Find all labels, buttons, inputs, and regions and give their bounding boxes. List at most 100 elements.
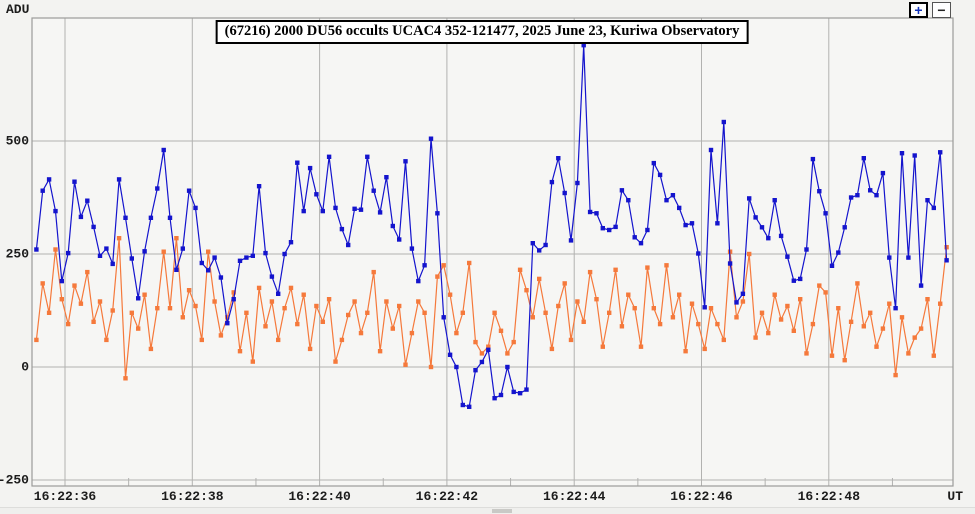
target-star-point: [186, 188, 192, 193]
comparison-star-point: [677, 292, 682, 297]
comparison-star-point: [416, 299, 421, 304]
target-star-point: [85, 198, 90, 203]
target-star-point: [174, 267, 179, 272]
target-star-point: [721, 119, 726, 125]
comparison-star-point: [734, 315, 739, 320]
comparison-star-point: [199, 337, 204, 343]
y-tick-label: 0: [21, 359, 29, 375]
target-star-point: [810, 156, 816, 162]
target-star-point: [600, 226, 605, 231]
x-tick-label: 16:22:36: [33, 489, 97, 504]
comparison-star-point: [823, 290, 828, 295]
comparison-star-point: [785, 303, 790, 309]
target-star-point: [288, 240, 294, 245]
target-star-point: [256, 184, 262, 189]
comparison-star-point: [212, 299, 217, 304]
comparison-star-point: [206, 249, 211, 254]
target-star-point: [798, 276, 803, 282]
target-star-point: [880, 170, 886, 176]
zoom-out-button[interactable]: −: [932, 2, 951, 18]
comparison-star-point: [460, 310, 465, 315]
comparison-star-point: [657, 321, 663, 327]
comparison-star-point: [428, 364, 434, 370]
target-star-point: [409, 246, 415, 251]
scrollbar-thumb[interactable]: [492, 509, 512, 513]
comparison-star-point: [766, 330, 771, 336]
comparison-star-point: [638, 344, 644, 349]
comparison-star-point: [511, 339, 516, 345]
comparison-star-point: [619, 324, 625, 329]
target-star-point: [759, 225, 765, 230]
comparison-star-point: [365, 310, 370, 315]
comparison-star-point: [479, 351, 485, 356]
zoom-in-button[interactable]: +: [909, 2, 928, 18]
comparison-star-point: [562, 281, 567, 286]
target-star-point: [40, 188, 45, 193]
target-star-point: [66, 250, 71, 256]
comparison-star-point: [409, 330, 415, 336]
target-star-point: [645, 227, 650, 233]
target-star-point: [581, 43, 586, 48]
target-star-point: [587, 209, 593, 215]
comparison-star-point: [40, 281, 45, 286]
target-star-point: [893, 306, 898, 311]
comparison-star-point: [358, 330, 364, 336]
comparison-star-point: [97, 299, 103, 304]
target-star-point: [689, 221, 695, 226]
comparison-star-point: [320, 319, 325, 324]
comparison-star-point: [944, 245, 949, 250]
target-star-point: [823, 211, 828, 216]
comparison-star-point: [575, 299, 580, 304]
target-star-point: [740, 291, 746, 296]
comparison-star-point: [301, 292, 306, 297]
comparison-star-point: [626, 292, 631, 297]
comparison-star-point: [810, 321, 816, 327]
comparison-star-point: [136, 326, 141, 331]
comparison-star-point: [435, 274, 440, 279]
target-star-point: [447, 352, 453, 357]
comparison-star-point: [721, 337, 726, 343]
y-tick-label: 250: [5, 246, 29, 262]
target-star-point: [906, 255, 911, 260]
comparison-star-point: [269, 299, 275, 304]
target-star-point: [657, 172, 663, 178]
comparison-star-point: [670, 315, 676, 320]
y-axis-unit-label: ADU: [6, 2, 30, 17]
target-star-point: [899, 151, 905, 156]
comparison-star-point: [568, 337, 574, 343]
target-star-point: [874, 193, 879, 198]
target-star-point: [683, 222, 688, 228]
comparison-star-point: [740, 299, 746, 304]
comparison-star-point: [377, 349, 383, 354]
target-star-point: [269, 274, 275, 279]
minus-icon: −: [937, 2, 946, 18]
horizontal-scrollbar[interactable]: [0, 507, 975, 514]
x-tick-label: 16:22:38: [161, 489, 224, 504]
target-star-point: [390, 223, 395, 229]
comparison-star-point: [352, 299, 357, 304]
comparison-star-point: [174, 236, 179, 241]
comparison-star-point: [486, 344, 491, 349]
comparison-star-point: [307, 346, 313, 352]
target-star-point: [753, 215, 758, 220]
target-star-point: [817, 189, 822, 194]
comparison-star-point: [116, 236, 122, 241]
target-star-point: [594, 211, 599, 216]
target-star-point: [696, 251, 701, 256]
target-star-point: [377, 210, 383, 215]
comparison-star-point: [473, 339, 478, 345]
comparison-star-point: [817, 283, 822, 288]
target-star-point: [638, 241, 644, 246]
target-star-point: [505, 364, 510, 370]
target-star-point: [887, 255, 892, 260]
comparison-star-point: [339, 337, 345, 343]
target-star-point: [626, 198, 631, 203]
target-star-point: [556, 156, 561, 161]
target-star-point: [91, 224, 96, 230]
target-star-point: [944, 258, 949, 263]
comparison-star-point: [708, 306, 714, 311]
comparison-star-point: [186, 288, 192, 293]
target-star-point: [549, 179, 555, 185]
comparison-star-point: [129, 310, 134, 315]
